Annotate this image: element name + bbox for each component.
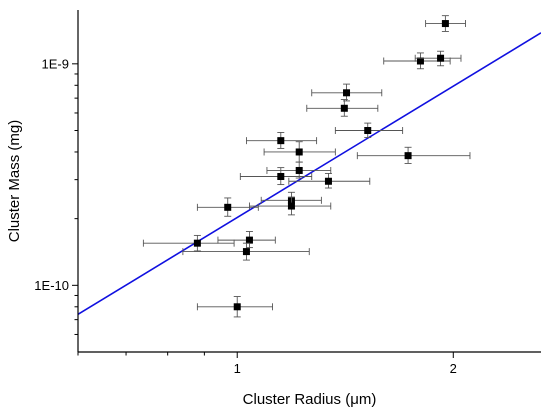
data-point-group	[182, 242, 310, 261]
data-point-group	[311, 83, 383, 102]
fit-line	[78, 32, 541, 315]
data-point	[224, 203, 232, 211]
data-point-group	[288, 172, 371, 189]
data-point	[416, 57, 424, 65]
y-axis-title: Cluster Mass (mg)	[6, 120, 23, 243]
data-point-group	[334, 122, 404, 138]
data-point-group	[425, 15, 466, 32]
data-point	[193, 239, 201, 247]
data-point	[404, 152, 412, 160]
data-point	[287, 202, 295, 210]
data-point-group	[306, 99, 379, 117]
y-tick-label: 1E-10	[34, 278, 69, 293]
x-tick-label: 1	[234, 361, 241, 376]
data-point	[242, 248, 250, 256]
data-point-group	[414, 50, 462, 67]
data-point-group	[142, 234, 235, 252]
plot-area	[78, 15, 541, 318]
data-point	[233, 303, 241, 311]
x-tick-label: 2	[450, 361, 457, 376]
data-point-group	[263, 141, 336, 163]
data-point	[277, 172, 285, 180]
data-point	[245, 236, 253, 244]
data-point	[364, 127, 372, 135]
data-point-group	[356, 146, 471, 164]
y-tick-label: 1E-9	[42, 56, 69, 71]
data-point	[324, 177, 332, 185]
data-point-group	[239, 167, 313, 186]
data-point	[340, 104, 348, 112]
x-axis-title: Cluster Radius (μm)	[243, 391, 377, 408]
data-point	[441, 20, 449, 28]
data-point	[343, 89, 351, 97]
data-point	[295, 166, 303, 174]
data-point-group	[266, 161, 332, 179]
data-point	[295, 148, 303, 156]
data-point-group	[249, 196, 332, 216]
data-point-group	[217, 231, 276, 249]
data-point	[437, 54, 445, 62]
data-point-group	[196, 197, 259, 217]
data-point-group	[245, 132, 318, 149]
data-point-group	[196, 296, 274, 318]
data-point	[277, 137, 285, 145]
axes: 1 2 1E-10 1E-9	[34, 10, 541, 376]
